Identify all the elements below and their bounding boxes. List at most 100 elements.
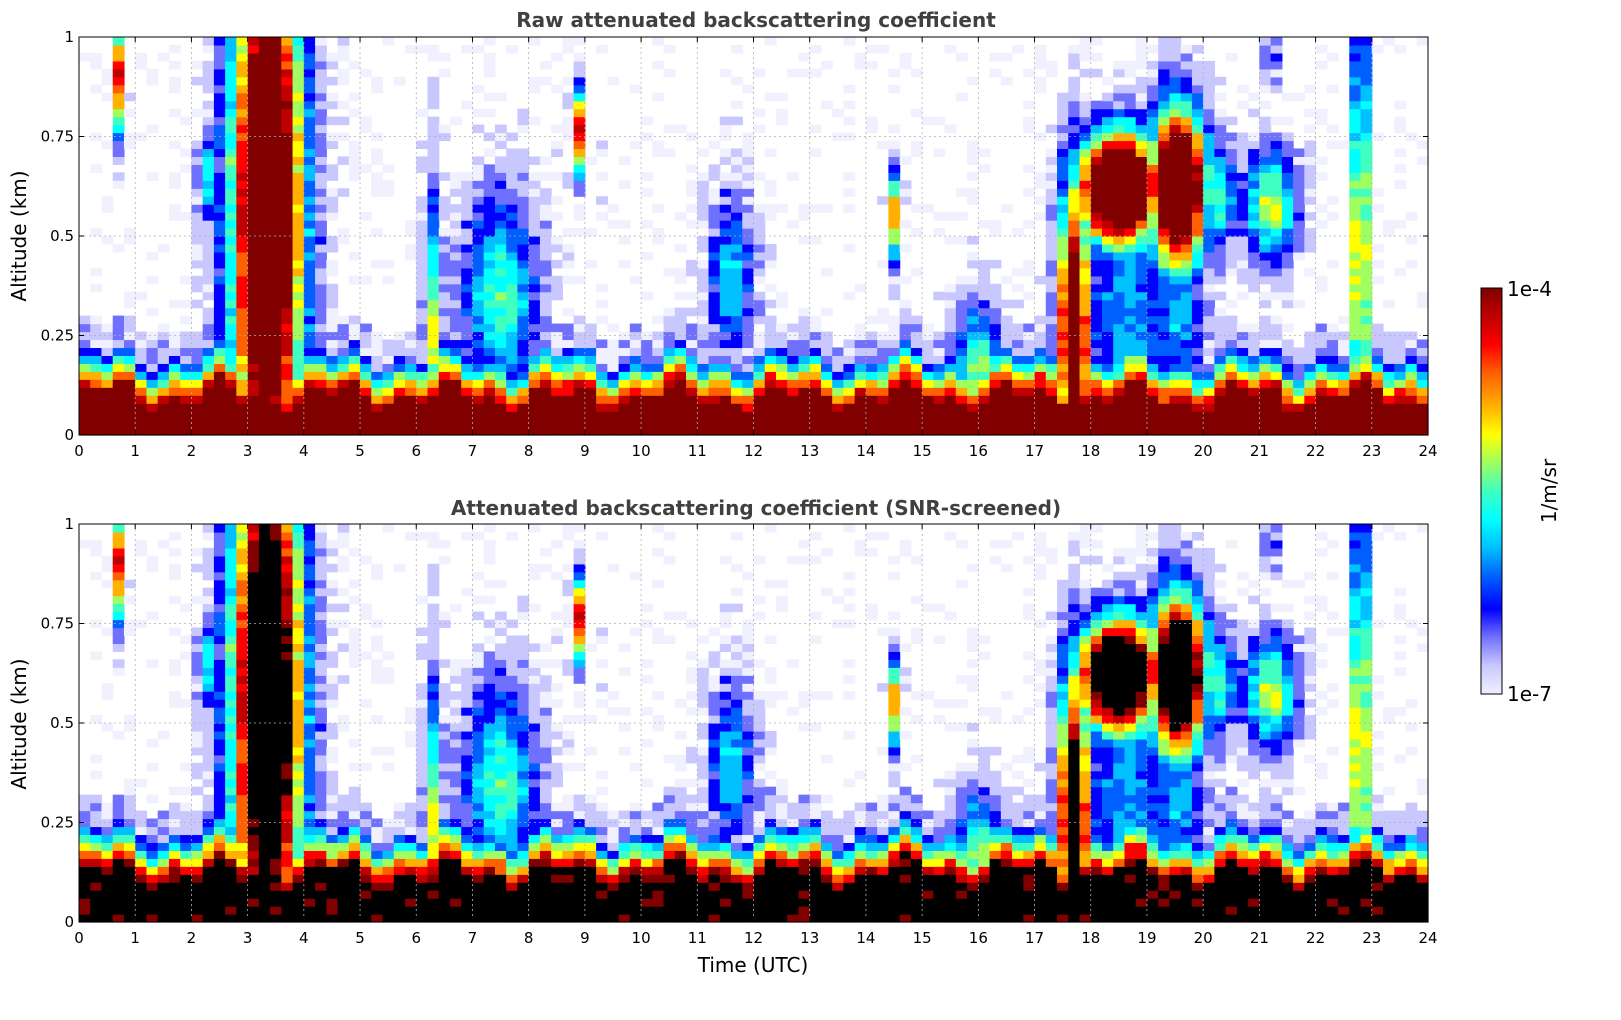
heatmap-cell	[326, 243, 339, 253]
heatmap-cell	[539, 419, 552, 428]
heatmap-cell	[775, 427, 788, 436]
heatmap-cell	[326, 906, 339, 915]
heatmap-cell	[168, 882, 181, 891]
heatmap-cell	[1371, 132, 1384, 142]
heatmap-cell	[1068, 172, 1081, 181]
heatmap-cell	[1180, 68, 1193, 78]
heatmap-cell	[270, 212, 282, 221]
heatmap-cell	[157, 866, 170, 875]
heatmap-cell	[551, 275, 563, 285]
heatmap-cell	[607, 379, 620, 388]
heatmap-cell	[1259, 84, 1272, 94]
heatmap-cell	[1394, 427, 1407, 436]
heatmap-cell	[731, 275, 743, 285]
heatmap-cell	[337, 619, 350, 629]
heatmap-cell	[1326, 347, 1339, 356]
heatmap-cell	[292, 882, 305, 891]
heatmap-cell	[539, 291, 552, 301]
heatmap-cell	[292, 220, 305, 229]
heatmap-cell	[315, 140, 327, 150]
heatmap-cell	[247, 579, 260, 589]
heatmap-cell	[247, 906, 260, 915]
heatmap-cell	[1360, 291, 1373, 301]
heatmap-cell	[1371, 44, 1384, 54]
heatmap-cell	[416, 339, 429, 349]
heatmap-cell	[157, 890, 170, 899]
heatmap-cell	[1191, 164, 1204, 173]
heatmap-cell	[236, 68, 249, 78]
heatmap-cell	[416, 259, 429, 269]
heatmap-cell	[337, 794, 350, 804]
heatmap-cell	[719, 156, 732, 165]
heatmap-cell	[225, 587, 237, 597]
heatmap-cell	[753, 228, 766, 237]
heatmap-cell	[405, 882, 417, 891]
heatmap-cell	[832, 371, 845, 380]
heatmap-cell	[258, 746, 271, 756]
heatmap-cell	[539, 76, 552, 86]
heatmap-cell	[753, 243, 766, 253]
heatmap-cell	[292, 754, 305, 764]
heatmap-cell	[1270, 387, 1283, 396]
heatmap-cell	[180, 818, 193, 828]
heatmap-cell	[539, 427, 552, 436]
heatmap-cell	[674, 419, 687, 428]
heatmap-cell	[517, 220, 530, 229]
heatmap-cell	[146, 914, 159, 923]
heatmap-cell	[1394, 411, 1407, 420]
heatmap-cell	[247, 243, 260, 253]
heatmap-cell	[135, 427, 148, 436]
heatmap-cell	[202, 691, 215, 700]
heatmap-cell	[382, 906, 395, 915]
heatmap-cell	[1315, 355, 1328, 364]
heatmap-cell	[1394, 371, 1407, 380]
heatmap-cell	[247, 667, 260, 676]
heatmap-cell	[764, 259, 777, 269]
heatmap-cell	[483, 236, 496, 245]
heatmap-cell	[337, 587, 350, 597]
heatmap-cell	[697, 315, 710, 325]
heatmap-cell	[382, 890, 395, 899]
heatmap-cell	[1135, 403, 1148, 412]
heatmap-cell	[1360, 387, 1373, 396]
heatmap-cell	[1090, 52, 1103, 62]
heatmap-cell	[303, 251, 316, 261]
heatmap-cell	[427, 315, 440, 325]
heatmap-cell	[967, 419, 979, 428]
heatmap-cell	[292, 188, 305, 197]
heatmap-cell	[1349, 140, 1362, 150]
heatmap-cell	[978, 299, 991, 309]
heatmap-cell	[101, 866, 114, 875]
heatmap-cell	[528, 323, 541, 333]
heatmap-cell	[427, 283, 440, 293]
heatmap-cell	[506, 259, 519, 269]
heatmap-cell	[1349, 355, 1362, 364]
heatmap-cell	[292, 826, 305, 836]
heatmap-cell	[573, 68, 586, 78]
heatmap-cell	[281, 611, 294, 621]
heatmap-cell	[123, 723, 136, 732]
heatmap-cell	[236, 611, 249, 621]
heatmap-cell	[899, 427, 912, 436]
heatmap-cell	[742, 156, 755, 165]
heatmap-cell	[1349, 411, 1362, 420]
heatmap-cell	[236, 419, 249, 428]
heatmap-cell	[775, 331, 788, 341]
heatmap-cell	[213, 635, 226, 644]
heatmap-cell	[213, 786, 226, 796]
heatmap-cell	[270, 555, 282, 565]
heatmap-cell	[472, 323, 485, 333]
heatmap-cell	[1360, 427, 1373, 436]
heatmap-cell	[539, 403, 552, 412]
heatmap-cell	[731, 172, 743, 181]
heatmap-cell	[258, 355, 271, 364]
heatmap-cell	[348, 643, 361, 652]
heatmap-cell	[303, 148, 316, 157]
heatmap-cell	[877, 196, 889, 205]
heatmap-cell	[809, 419, 822, 428]
heatmap-cell	[877, 363, 889, 372]
heatmap-cell	[1304, 228, 1317, 237]
heatmap-cell	[674, 403, 687, 412]
heatmap-cell	[551, 148, 563, 157]
heatmap-cell	[326, 315, 339, 325]
